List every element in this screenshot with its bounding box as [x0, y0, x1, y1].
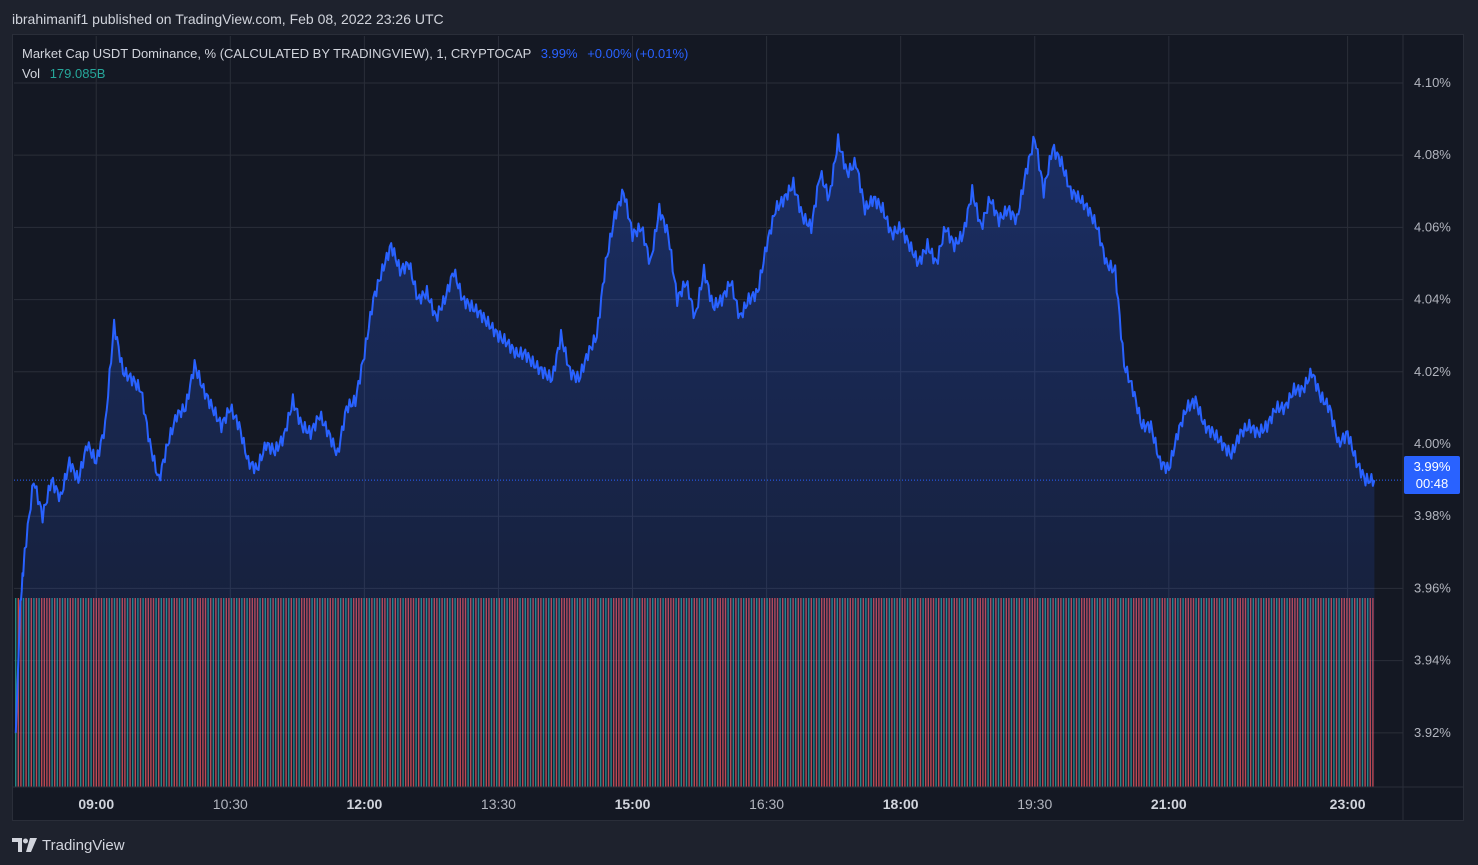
x-tick-label: 18:00 [883, 796, 919, 812]
tradingview-brand-text: TradingView [42, 836, 125, 854]
published-info: ibrahimanif1 published on TradingView.co… [12, 11, 444, 27]
y-tick-label: 3.96% [1414, 580, 1451, 595]
x-tick-label: 16:30 [749, 796, 784, 812]
x-tick-label: 21:00 [1151, 796, 1187, 812]
x-tick-label: 15:00 [615, 796, 651, 812]
x-tick-label: 09:00 [78, 796, 114, 812]
volume-value: 179.085B [49, 66, 106, 81]
legend-volume-row: Vol 179.085B [22, 66, 688, 86]
y-tick-label: 3.98% [1414, 508, 1451, 523]
volume-bar [15, 598, 17, 787]
y-tick-label: 4.10% [1414, 75, 1451, 90]
price-line [14, 133, 1376, 733]
price-line-path [14, 133, 1376, 733]
top-bar: ibrahimanif1 published on TradingView.co… [0, 0, 1478, 34]
legend: Market Cap USDT Dominance, % (CALCULATED… [22, 46, 688, 86]
y-tick-label: 4.04% [1414, 292, 1451, 307]
volume-label[interactable]: Vol [22, 66, 41, 81]
y-tick-label: 3.94% [1414, 653, 1451, 668]
bar-countdown: 00:48 [1415, 476, 1449, 491]
time-axis[interactable]: 09:00 10:30 12:00 13:30 15:00 16:30 18:00 19:30… [78, 796, 1365, 812]
x-tick-label: 10:30 [213, 796, 248, 812]
y-tick-label: 4.02% [1414, 364, 1451, 379]
last-price-tag: 3.99% 00:48 [1404, 456, 1460, 494]
x-tick-label: 19:30 [1017, 796, 1052, 812]
y-tick-label: 4.06% [1414, 219, 1451, 234]
last-price-tag-value: 3.99% [1413, 459, 1451, 474]
symbol-title[interactable]: Market Cap USDT Dominance, % (CALCULATED… [22, 46, 532, 61]
y-tick-label: 4.00% [1414, 436, 1451, 451]
price-axis[interactable]: 4.10% 4.08% 4.06% 4.04% 4.02% 4.00% 3.98% 3.96%… [1414, 75, 1451, 740]
price-area-fill [15, 134, 1375, 787]
change-value: +0.00% (+0.01%) [587, 46, 689, 61]
x-tick-label: 23:00 [1330, 796, 1366, 812]
footer-brand[interactable]: TradingView [12, 833, 125, 857]
y-tick-label: 3.92% [1414, 725, 1451, 740]
x-tick-label: 13:30 [481, 796, 516, 812]
last-value: 3.99% [540, 46, 578, 61]
y-tick-label: 4.08% [1414, 147, 1451, 162]
price-area [15, 134, 1375, 787]
legend-symbol-row: Market Cap USDT Dominance, % (CALCULATED… [22, 46, 688, 66]
x-tick-label: 12:00 [346, 796, 382, 812]
tradingview-logo-icon [12, 838, 37, 852]
